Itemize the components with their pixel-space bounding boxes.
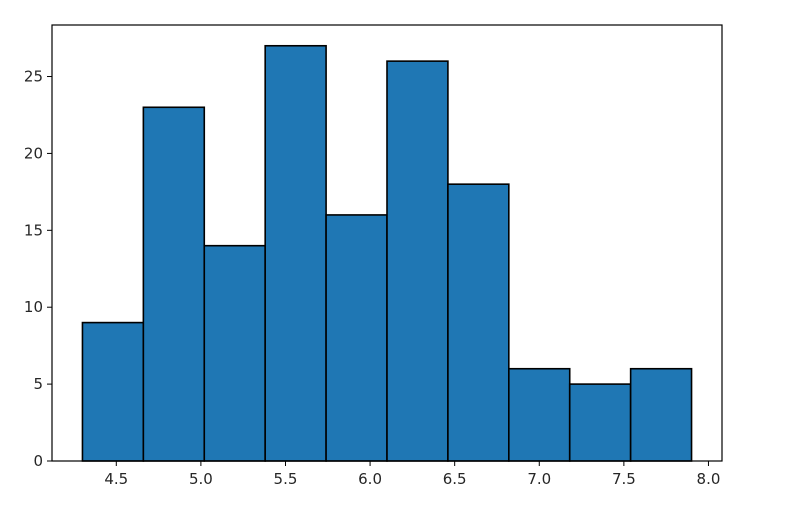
histogram-bar bbox=[325, 214, 388, 462]
x-tick-label: 5.0 bbox=[189, 470, 213, 488]
y-tick-label: 15 bbox=[24, 221, 43, 239]
bars-layer bbox=[81, 44, 693, 462]
x-tick-label: 7.0 bbox=[527, 470, 551, 488]
histogram-bar bbox=[203, 244, 266, 462]
histogram-bar bbox=[81, 321, 145, 462]
y-tick-label: 25 bbox=[24, 68, 43, 86]
histogram-bar bbox=[447, 183, 510, 462]
axes-layer: 4.5 5.0 5.5 6.0 6.5 7.0 7.5 8.0 0 5 10 15 20 25 bbox=[24, 24, 723, 488]
x-tick-label: 4.5 bbox=[104, 470, 128, 488]
y-tick-label: 5 bbox=[33, 375, 43, 393]
histogram-bar bbox=[508, 367, 571, 462]
x-tick-label: 5.5 bbox=[274, 470, 298, 488]
histogram-bar bbox=[568, 383, 632, 462]
y-tick-label: 0 bbox=[33, 452, 43, 470]
y-tick-label: 20 bbox=[24, 144, 43, 162]
y-tick-label: 10 bbox=[24, 298, 43, 316]
histogram-bar bbox=[386, 60, 449, 462]
axes-frame bbox=[51, 24, 723, 462]
x-tick-label: 8.0 bbox=[697, 470, 721, 488]
histogram-bar bbox=[629, 367, 693, 462]
x-tick-label: 6.0 bbox=[358, 470, 382, 488]
x-tick-label: 6.5 bbox=[443, 470, 467, 488]
x-tick-label: 7.5 bbox=[612, 470, 636, 488]
histogram-bar bbox=[264, 44, 327, 462]
histogram-bar bbox=[142, 106, 206, 462]
